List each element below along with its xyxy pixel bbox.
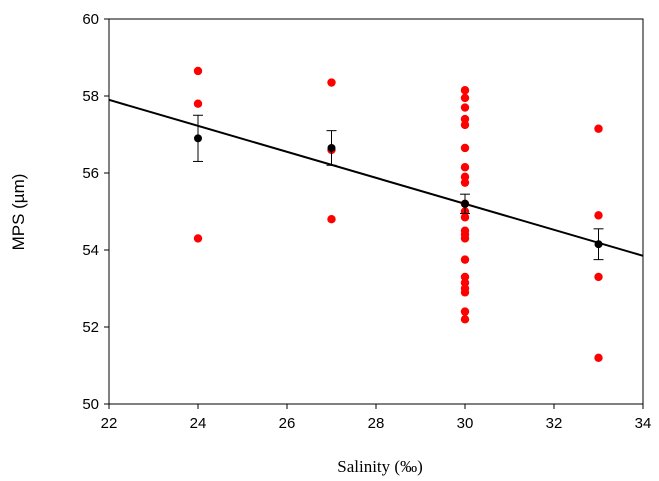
y-tick-label: 54 — [82, 242, 99, 259]
x-tick-label: 22 — [101, 415, 118, 432]
x-tick-label: 30 — [457, 415, 474, 432]
data-point — [594, 272, 603, 282]
mean-point — [594, 240, 603, 249]
data-point — [460, 178, 470, 187]
data-point — [460, 143, 470, 153]
data-point — [460, 163, 470, 172]
data-point — [460, 103, 470, 112]
data-point — [460, 120, 470, 130]
plot-frame-layer — [108, 18, 644, 405]
x-tick-label: 28 — [368, 415, 385, 432]
x-tick-label: 32 — [546, 415, 563, 432]
y-tick-label: 52 — [82, 319, 99, 336]
data-point — [460, 315, 470, 324]
x-axis-label: Salinity (‰) — [337, 457, 422, 476]
data-point — [460, 278, 470, 287]
y-axis: 50 52 54 56 58 60 — [82, 11, 109, 413]
data-point — [460, 307, 470, 316]
y-tick-label: 56 — [82, 165, 99, 182]
mean-point — [461, 199, 469, 208]
mean-point — [327, 143, 336, 152]
data-point — [460, 172, 470, 182]
data-point — [460, 93, 470, 103]
data-point — [460, 288, 470, 297]
regression-line-layer — [108, 98, 644, 257]
data-point — [460, 255, 470, 264]
mean-point — [194, 134, 202, 143]
plot-frame — [108, 18, 644, 405]
data-point — [327, 215, 336, 224]
data-point — [594, 211, 603, 220]
data-point — [327, 78, 336, 87]
regression-line — [108, 98, 644, 257]
y-axis-label: MPS (µm) — [9, 174, 28, 251]
data-point — [193, 66, 203, 76]
data-point — [460, 234, 470, 243]
x-tick-label: 26 — [279, 415, 296, 432]
mean-points — [193, 114, 604, 261]
y-tick-label: 58 — [82, 88, 99, 105]
data-point — [594, 124, 603, 133]
data-point — [594, 353, 603, 362]
data-point — [193, 234, 203, 243]
data-point — [460, 272, 470, 282]
data-point — [460, 213, 470, 222]
observation-points — [193, 66, 603, 362]
y-tick-label: 60 — [82, 11, 99, 28]
data-point — [460, 114, 470, 124]
x-tick-label: 34 — [635, 415, 652, 432]
x-axis: 22 24 26 28 30 32 34 — [101, 404, 652, 432]
y-tick-label: 50 — [82, 396, 99, 413]
data-point — [460, 86, 470, 95]
x-tick-label: 24 — [190, 415, 207, 432]
data-point — [193, 99, 203, 108]
